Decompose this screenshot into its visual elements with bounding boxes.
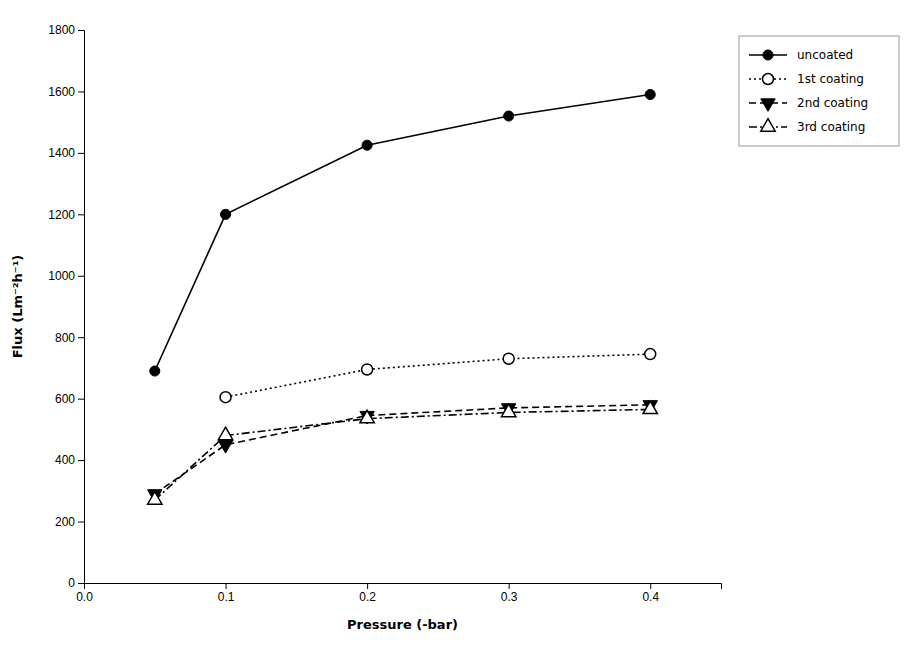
data-point: [645, 89, 655, 99]
y-tick-label: 1200: [48, 208, 75, 222]
y-tick-label: 200: [55, 515, 75, 529]
y-tick: 600: [55, 392, 84, 406]
x-tick-mark: [226, 583, 227, 589]
data-point: [504, 111, 514, 121]
y-tick: 800: [55, 331, 84, 345]
series-line: [155, 95, 650, 372]
y-tick: 1600: [48, 85, 84, 99]
y-tick: 1000: [48, 269, 84, 283]
x-tick: 0.4: [642, 583, 659, 604]
data-point: [643, 401, 657, 413]
x-tick-mark: [367, 583, 368, 589]
x-tick-mark: [650, 583, 651, 589]
data-point: [148, 492, 162, 504]
data-point: [503, 353, 514, 364]
legend-label: 1st coating: [797, 72, 864, 86]
y-tick-label: 1400: [48, 146, 75, 160]
y-tick-mark: [78, 91, 84, 92]
y-tick: 1400: [48, 146, 84, 160]
x-axis-title: Pressure (-bar): [347, 617, 458, 632]
legend-box: [739, 36, 899, 146]
y-tick-mark: [78, 583, 84, 584]
data-point: [220, 392, 231, 403]
x-tick: 0.3: [501, 583, 518, 604]
chart: 0.0 0.1 0.2 0.3 0.4 0 200 400 600 800 1000 1200 1400…: [0, 0, 911, 645]
series: [150, 89, 656, 376]
x-tick: 0.1: [218, 583, 235, 604]
y-tick: 1800: [48, 23, 84, 37]
data-point: [362, 364, 373, 375]
y-tick-label: 800: [55, 331, 75, 345]
x-tick-label: 0.1: [218, 590, 235, 604]
y-tick: 1200: [48, 208, 84, 222]
data-point: [501, 404, 515, 416]
series: [148, 401, 658, 504]
y-tick-label: 600: [55, 392, 75, 406]
x-tick: 0.0: [76, 583, 93, 604]
data-point: [360, 410, 374, 422]
legend-item: 1st coating: [749, 72, 864, 86]
legend: uncoated 1st coating 2nd coating 3rd coatin…: [739, 36, 899, 146]
data-point: [218, 427, 232, 439]
legend-symbol: [763, 74, 774, 85]
y-tick-label: 400: [55, 453, 75, 467]
legend-item: 3rd coating: [749, 119, 865, 135]
y-tick-mark: [78, 337, 84, 338]
y-tick-label: 1600: [48, 85, 75, 99]
x-tick-label: 0.3: [501, 590, 518, 604]
y-tick-mark: [78, 522, 84, 523]
data-point: [221, 209, 231, 219]
y-tick-mark: [78, 399, 84, 400]
legend-item: 2nd coating: [749, 96, 868, 111]
x-tick-label: 0.0: [76, 590, 93, 604]
y-tick-label: 1000: [48, 269, 75, 283]
data-point: [362, 140, 372, 150]
data-point: [501, 404, 515, 416]
y-axis-line: [78, 31, 85, 584]
legend-item: uncoated: [749, 48, 853, 62]
y-axis: 0 200 400 600 800 1000 1200 1400 1600 1800: [48, 23, 84, 590]
data-point: [643, 401, 657, 413]
y-tick-mark: [78, 460, 84, 461]
plot: 0.0 0.1 0.2 0.3 0.4 0 200 400 600 800 1000 1200 1400…: [48, 23, 721, 603]
y-tick-mark: [78, 153, 84, 154]
y-tick: 400: [55, 453, 84, 467]
series-line: [155, 405, 650, 494]
data-point: [150, 366, 160, 376]
legend-symbol: [761, 99, 775, 111]
data-point: [218, 441, 232, 453]
legend-symbol: [761, 119, 775, 131]
series: [148, 401, 658, 503]
series-line: [226, 354, 651, 397]
y-tick-mark: [78, 214, 84, 215]
x-axis-line: [85, 584, 722, 590]
x-tick-label: 0.2: [359, 590, 376, 604]
legend-label: 3rd coating: [797, 120, 865, 134]
series-line: [155, 409, 650, 500]
y-tick: 200: [55, 515, 84, 529]
y-tick-label: 0: [68, 576, 75, 590]
legend-symbol: [763, 50, 773, 60]
x-tick-mark: [509, 583, 510, 589]
marks: [148, 89, 658, 504]
y-tick: 0: [68, 576, 84, 590]
y-tick-label: 1800: [48, 23, 75, 37]
x-tick: 0.2: [359, 583, 376, 604]
series: [220, 349, 656, 403]
x-axis: 0.0 0.1 0.2 0.3 0.4: [76, 583, 721, 604]
legend-label: uncoated: [797, 48, 853, 62]
x-tick-label: 0.4: [642, 590, 659, 604]
y-tick-mark: [78, 276, 84, 277]
data-point: [645, 349, 656, 360]
y-axis-title: Flux (Lm⁻²h⁻¹): [10, 255, 25, 359]
legend-label: 2nd coating: [797, 96, 868, 110]
y-tick-mark: [78, 30, 84, 31]
